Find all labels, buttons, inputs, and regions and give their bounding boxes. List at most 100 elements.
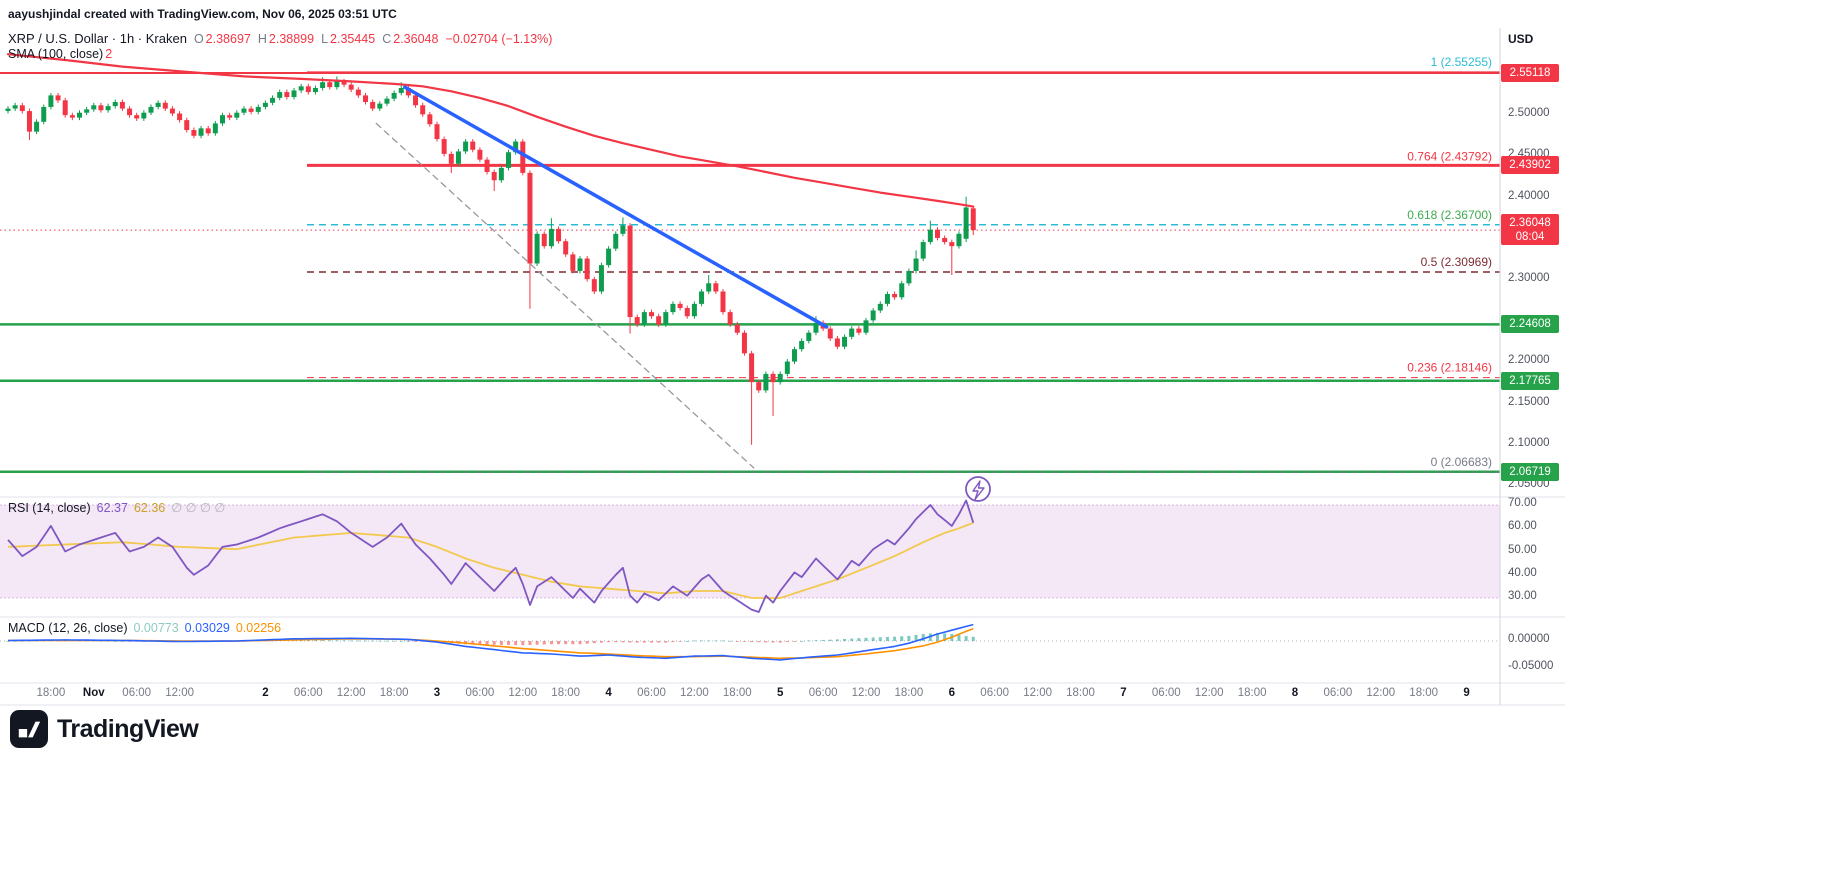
- tradingview-logo-glyph: [18, 721, 41, 738]
- svg-text:0.236 (2.18146): 0.236 (2.18146): [1407, 361, 1492, 375]
- low-label: L: [321, 32, 329, 46]
- price-axis-tick: 2.15000: [1508, 395, 1550, 408]
- time-axis-day-label: 5: [776, 687, 784, 699]
- price-axis-tick: 2.10000: [1508, 436, 1550, 449]
- current-price-value: 2.36048: [1509, 217, 1551, 230]
- sma-line: [6, 53, 975, 208]
- price-axis-tick: 2.30000: [1508, 271, 1550, 284]
- symbol-title: XRP / U.S. Dollar · 1h · Kraken: [8, 31, 187, 46]
- time-axis-hour-label: 12:00: [508, 687, 538, 699]
- svg-text:1 (2.55255): 1 (2.55255): [1431, 55, 1492, 69]
- time-axis-hour-label: 12:00: [165, 687, 194, 699]
- price-axis-tick: 2.40000: [1508, 189, 1550, 202]
- sma-label: SMA (100, close): [8, 47, 104, 61]
- close-value: 2.36048: [393, 32, 439, 46]
- tradingview-logo-icon: [10, 710, 48, 748]
- time-axis-hour-label: 06:00: [465, 687, 495, 699]
- open-label: O: [193, 32, 204, 46]
- time-axis-hour-label: 06:00: [808, 687, 838, 699]
- time-axis-day-label: 9: [1463, 687, 1470, 699]
- sma-value: 2: [105, 47, 113, 61]
- time-axis-hour-label: 12:00: [1023, 687, 1052, 699]
- flash-icon[interactable]: [965, 476, 991, 502]
- time-axis-day-label: 6: [948, 687, 955, 699]
- time-axis-day-label: 3: [433, 687, 441, 699]
- time-axis-day-label: 7: [1120, 687, 1127, 699]
- high-label: H: [257, 32, 267, 46]
- price-level-label: 2.17765: [1501, 371, 1559, 390]
- change-value: −0.02704 (−1.13%): [445, 32, 553, 46]
- time-axis-hour-label: 18:00: [1237, 687, 1267, 699]
- time-axis-hour-label: 06:00: [122, 687, 152, 699]
- time-axis-hour-label: 18:00: [36, 687, 66, 699]
- macd-axis-tick: -0.05000: [1508, 660, 1554, 672]
- macd-line-value: 0.03029: [184, 621, 230, 635]
- symbol-legend[interactable]: XRP / U.S. Dollar · 1h · Kraken O 2.38697 H…: [8, 31, 552, 46]
- time-axis-hour-label: 18:00: [379, 687, 409, 699]
- macd-hist-value: 0.00773: [133, 621, 179, 635]
- high-value: 2.38899: [268, 32, 315, 46]
- time-axis-hour-label: 12:00: [1366, 687, 1396, 699]
- time-axis-hour-label: 06:00: [637, 687, 666, 699]
- fib-level-labels: 1 (2.55255) 0.764 (2.43792) 0.618 (2.36700…: [1407, 55, 1492, 469]
- time-axis-day-label: 2: [262, 687, 269, 699]
- rsi-ma-line: [7, 521, 974, 599]
- price-level-label: 2.55118: [1501, 64, 1559, 82]
- rsi-label: RSI (14, close): [8, 501, 91, 515]
- rsi-value: 62.37: [96, 501, 128, 515]
- rsi-axis-tick: 40.00: [1508, 566, 1537, 579]
- macd-legend[interactable]: MACD (12, 26, close) 0.00773 0.03029 0.0225…: [8, 621, 281, 635]
- attribution-bar: aayushjindal created with TradingView.co…: [0, 0, 1835, 28]
- bar-countdown: 08:04: [1515, 231, 1545, 244]
- rsi-axis-tick: 70.00: [1508, 497, 1537, 509]
- time-axis-day-label: Nov: [82, 687, 105, 699]
- time-axis-hour-label: 12:00: [336, 687, 366, 699]
- time-axis-hour-label: 18:00: [894, 687, 924, 699]
- rsi-axis-tick: 60.00: [1508, 520, 1537, 533]
- rsi-ma-value: 62.36: [133, 501, 166, 515]
- price-level-label: 2.24608: [1501, 315, 1559, 334]
- axis-currency-label: USD: [1508, 32, 1534, 46]
- macd-axis-tick: 0.00000: [1508, 633, 1550, 645]
- trendlines: [375, 85, 829, 469]
- low-value: 2.35445: [330, 32, 376, 46]
- macd-label: MACD (12, 26, close): [8, 621, 128, 635]
- time-axis-hour-label: 18:00: [722, 687, 752, 699]
- price-axis-tick: 2.50000: [1508, 107, 1550, 120]
- time-axis-hour-label: 18:00: [1409, 687, 1439, 699]
- time-axis-hour-label: 12:00: [1194, 687, 1224, 699]
- tradingview-logo-text: TradingView: [57, 714, 199, 743]
- time-axis-hour-label: 18:00: [1066, 687, 1095, 699]
- pane-separators: [0, 28, 1565, 706]
- time-axis-hour-label: 06:00: [980, 687, 1010, 699]
- attribution-text: aayushjindal created with TradingView.co…: [8, 7, 397, 21]
- svg-text:0.5 (2.30969): 0.5 (2.30969): [1421, 255, 1492, 269]
- price-level-label: 2.06719: [1501, 462, 1559, 481]
- svg-text:0.764 (2.43792): 0.764 (2.43792): [1407, 149, 1492, 163]
- price-level-lines: [0, 71, 1500, 474]
- rsi-axis-tick: 30.00: [1508, 590, 1537, 602]
- tradingview-logo[interactable]: TradingView: [10, 710, 199, 748]
- price-level-label: 2.43902: [1501, 156, 1559, 175]
- price-axis-tick: 2.20000: [1508, 354, 1550, 367]
- rsi-legend[interactable]: RSI (14, close) 62.37 62.36 ∅ ∅ ∅ ∅: [8, 500, 225, 515]
- price-axis-tick: 2.05000: [1508, 477, 1550, 490]
- candlestick-series: [5, 76, 976, 445]
- time-axis-day-label: 4: [605, 687, 612, 699]
- price-axis[interactable]: USD 2.50000 2.45000 2.40000 2.30000 2.20000 2…: [1500, 0, 1835, 883]
- time-axis-hour-label: 06:00: [293, 687, 323, 699]
- macd-signal-value: 0.02256: [235, 621, 282, 635]
- sma-legend[interactable]: SMA (100, close) 2: [8, 47, 112, 61]
- time-axis-hour-label: 12:00: [851, 687, 881, 699]
- time-axis-day-label: 8: [1291, 687, 1299, 699]
- time-axis-hour-label: 18:00: [551, 687, 581, 699]
- svg-text:0 (2.06683): 0 (2.06683): [1431, 455, 1492, 469]
- time-axis-hour-label: 06:00: [1151, 687, 1181, 699]
- rsi-empty-values: ∅ ∅ ∅ ∅: [171, 501, 226, 515]
- close-label: C: [382, 32, 392, 46]
- rsi-axis-tick: 50.00: [1508, 543, 1537, 556]
- time-axis-hour-label: 12:00: [680, 687, 709, 699]
- time-axis[interactable]: 18:00 Nov 06:00 12:00 2 06:00 12:00 18:00 3 06:00…: [0, 683, 1500, 705]
